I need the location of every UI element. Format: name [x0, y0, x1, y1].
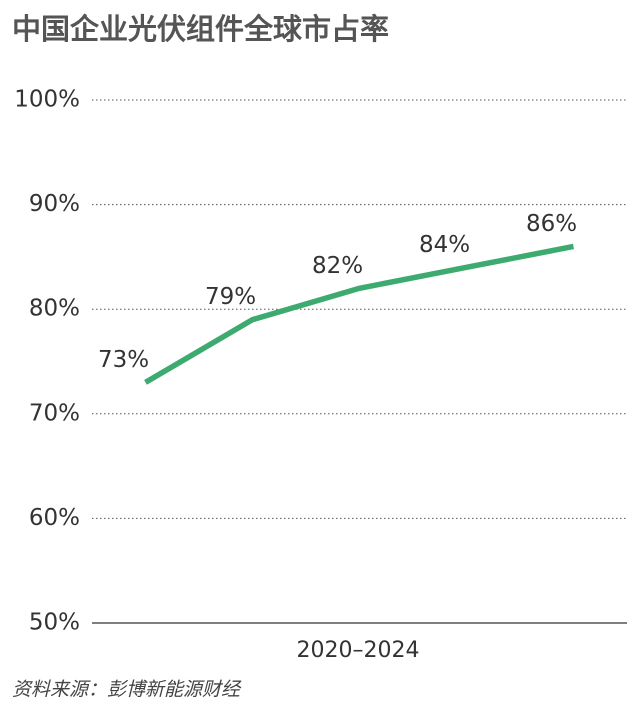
data-label: 84% [419, 232, 470, 258]
y-tick-label: 50% [29, 610, 80, 636]
x-axis-label: 2020–2024 [297, 638, 420, 663]
source-note: 资料来源：彭博新能源财经 [12, 679, 242, 701]
y-tick-label: 100% [14, 87, 80, 113]
chart-title: 中国企业光伏组件全球市占率 [12, 12, 389, 46]
y-tick-label: 80% [29, 296, 80, 322]
y-tick-label: 60% [29, 505, 80, 531]
data-label: 79% [205, 284, 256, 310]
data-label: 86% [526, 211, 577, 237]
data-label: 82% [312, 253, 363, 279]
data-label: 73% [98, 347, 149, 373]
data-line [144, 243, 575, 385]
y-tick-label: 70% [29, 400, 80, 426]
y-tick-label: 90% [29, 191, 80, 217]
